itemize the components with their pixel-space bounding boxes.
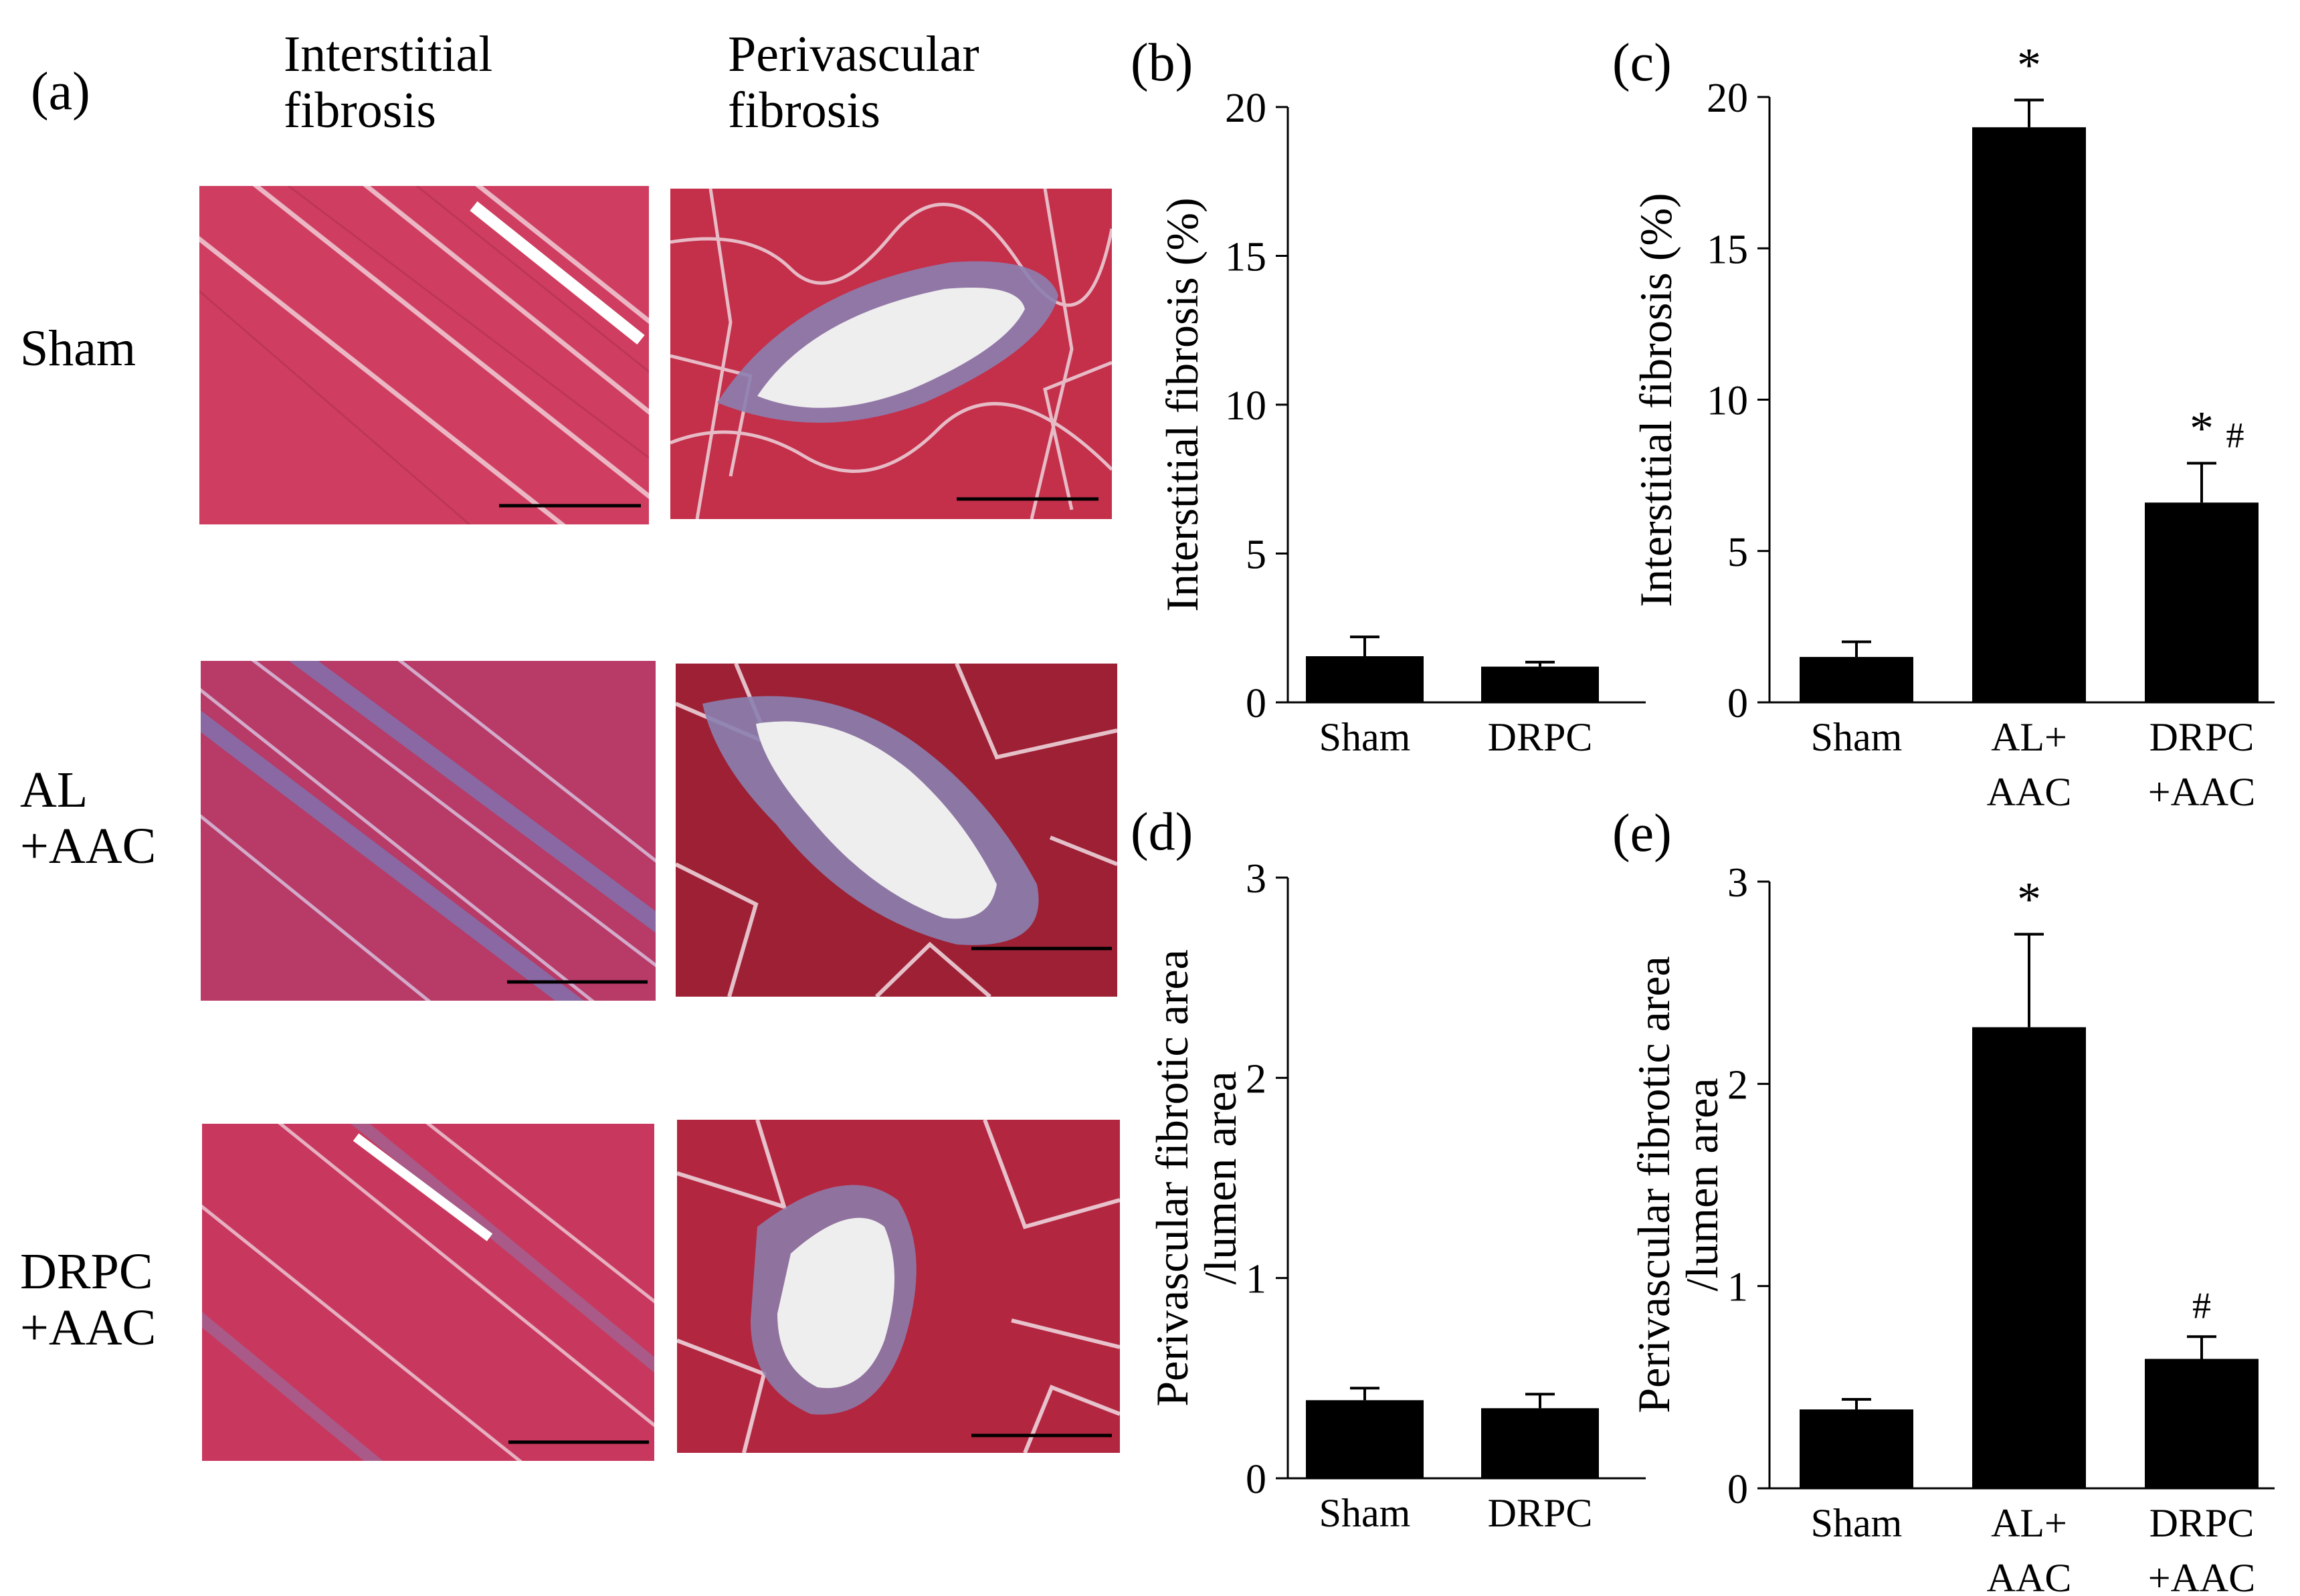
y-tick-label: 0 <box>1727 1467 1748 1512</box>
column-label-perivascular: Perivascular fibrosis <box>728 26 979 138</box>
panel-letter: (e) <box>1612 804 1672 863</box>
y-tick-label: 2 <box>1727 1062 1748 1108</box>
y-tick-label: 5 <box>1246 532 1266 578</box>
category-label: Sham <box>1319 1491 1411 1535</box>
category-label: DRPC <box>2149 1501 2255 1545</box>
bar <box>2145 1359 2259 1488</box>
column-label-line: fibrosis <box>728 82 880 138</box>
category-label: AL+ <box>1991 1501 2067 1545</box>
y-tick-label: 20 <box>1707 76 1748 121</box>
micrograph-sham-interstitial <box>199 186 649 524</box>
bar <box>1800 1409 1913 1488</box>
y-axis-label: Perivascular fibrotic area <box>1628 956 1679 1413</box>
chart-c: (c) 0 5 10 15 20 Interstitial fibrosis (%) Sham… <box>1612 33 2275 814</box>
y-tick-label: 15 <box>1707 227 1748 272</box>
y-tick-label: 3 <box>1246 856 1266 902</box>
column-label-interstitial: Interstitial fibrosis <box>284 26 493 138</box>
chart-e: (e) 0 1 2 3 Perivascular fibrotic area/lumen … <box>1612 804 2275 1596</box>
y-tick-label: 15 <box>1225 235 1266 280</box>
y-axis-label: Interstitial fibrosis (%) <box>1157 197 1208 611</box>
panel-letter: (b) <box>1131 33 1193 92</box>
chart-d: (d) 0 1 2 3 Perivascular fibrotic area/lumen … <box>1131 803 1646 1535</box>
y-tick-label: 20 <box>1225 86 1266 131</box>
category-label: Sham <box>1811 715 1903 759</box>
significance-star: * <box>2190 402 2214 456</box>
row-label-line: Sham <box>20 320 136 377</box>
micrograph-sham-perivascular <box>670 189 1112 519</box>
micrograph-drpc-aac-perivascular <box>677 1120 1120 1453</box>
bar <box>2145 502 2259 702</box>
category-label: DRPC <box>2149 715 2255 759</box>
significance-star: * <box>2017 873 2041 926</box>
column-label-line: Interstitial <box>284 26 493 82</box>
significance-hash: # <box>2192 1285 2211 1326</box>
row-label-line: AL <box>20 762 88 818</box>
y-tick-label: 0 <box>1246 681 1266 726</box>
y-axis-label: /lumen area <box>1676 1078 1727 1291</box>
category-label: AAC <box>1987 770 2072 814</box>
y-tick-label: 0 <box>1246 1457 1266 1502</box>
panel-letter: (c) <box>1612 33 1672 92</box>
bar <box>1481 666 1599 702</box>
micrograph-al-aac-interstitial <box>201 661 656 1001</box>
bar <box>1306 1400 1424 1478</box>
y-axis-label: Interstitial fibrosis (%) <box>1630 193 1681 607</box>
bar <box>1972 1027 2086 1488</box>
y-tick-label: 5 <box>1727 530 1748 575</box>
category-label: +AAC <box>2148 770 2256 814</box>
category-label: Sham <box>1811 1501 1903 1545</box>
row-label-line: +AAC <box>20 817 157 874</box>
bar <box>1800 657 1913 702</box>
panel-a-letter: (a) <box>31 62 90 121</box>
y-tick-label: 10 <box>1225 383 1266 429</box>
y-tick-label: 1 <box>1727 1265 1748 1310</box>
panel-letter: (d) <box>1131 803 1193 862</box>
category-label: DRPC <box>1488 1491 1593 1535</box>
y-tick-label: 0 <box>1727 681 1748 726</box>
y-tick-label: 1 <box>1246 1257 1266 1302</box>
y-axis-label: /lumen area <box>1195 1071 1246 1284</box>
row-label-line: +AAC <box>20 1299 157 1356</box>
micrograph-drpc-aac-interstitial <box>202 1124 654 1461</box>
y-tick-label: 2 <box>1246 1056 1266 1102</box>
bar <box>1481 1408 1599 1478</box>
row-label-sham: Sham <box>20 320 136 377</box>
significance-hash: # <box>2226 415 2244 456</box>
significance-star: * <box>2017 39 2041 92</box>
y-axis-label: Perivascular fibrotic area <box>1147 949 1197 1406</box>
column-label-line: fibrosis <box>284 82 436 138</box>
column-label-line: Perivascular <box>728 26 979 82</box>
chart-b: (b) 0 5 10 15 20 Interstitial fibrosis (%) Sham… <box>1131 33 1646 759</box>
category-label: +AAC <box>2148 1556 2256 1596</box>
bar <box>1972 127 2086 702</box>
row-label-line: DRPC <box>20 1243 153 1300</box>
bar <box>1306 656 1424 702</box>
category-label: DRPC <box>1488 715 1593 759</box>
y-tick-label: 3 <box>1727 860 1748 906</box>
row-label-drpc-aac: DRPC +AAC <box>20 1243 157 1356</box>
row-label-al-aac: AL +AAC <box>20 762 157 874</box>
category-label: Sham <box>1319 715 1411 759</box>
y-tick-label: 10 <box>1707 379 1748 424</box>
category-label: AL+ <box>1991 715 2067 759</box>
category-label: AAC <box>1987 1556 2072 1596</box>
micrograph-al-aac-perivascular <box>676 664 1117 997</box>
